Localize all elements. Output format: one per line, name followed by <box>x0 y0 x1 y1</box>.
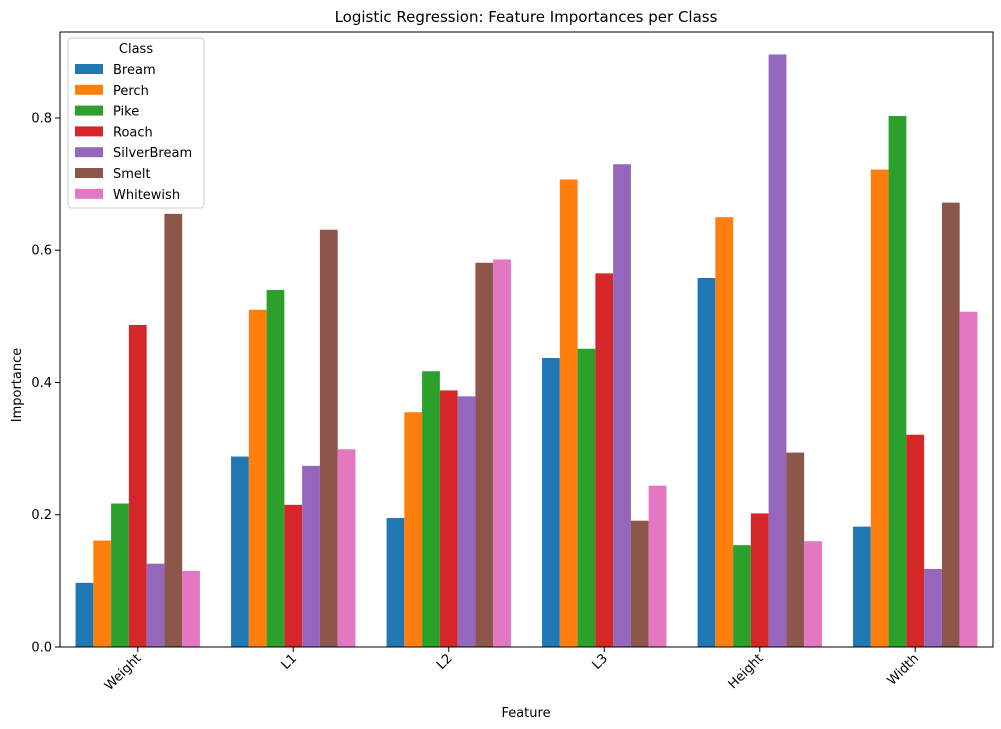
x-tick-label: L3 <box>590 651 612 673</box>
legend-label-whitewish: Whitewish <box>113 188 180 203</box>
bar-silverbream-l1 <box>302 465 320 647</box>
bar-silverbream-height <box>768 54 787 647</box>
x-tick-label: L2 <box>434 651 456 673</box>
bar-roach-weight <box>128 324 147 647</box>
bar-roach-l3 <box>595 273 614 647</box>
bar-whitewish-weight <box>182 570 200 647</box>
legend-swatch-smelt <box>75 168 103 178</box>
bar-smelt-width <box>941 202 960 647</box>
bar-smelt-weight <box>164 213 183 647</box>
bar-silverbream-weight <box>146 563 165 647</box>
y-tick-label: 0.8 <box>31 111 52 126</box>
bar-silverbream-width <box>924 568 942 647</box>
bar-smelt-height <box>786 452 805 647</box>
y-tick-label: 0.2 <box>31 508 52 523</box>
chart-title: Logistic Regression: Feature Importances… <box>335 8 718 26</box>
legend-label-pike: Pike <box>113 105 139 120</box>
legend-label-bream: Bream <box>113 63 156 78</box>
legend-label-silverbream: SilverBream <box>113 146 192 161</box>
bar-perch-height <box>715 217 734 647</box>
bar-whitewish-l3 <box>648 485 667 647</box>
bar-whitewish-l2 <box>493 259 511 647</box>
bar-silverbream-l3 <box>613 164 631 648</box>
bar-pike-l2 <box>422 371 440 647</box>
bar-bream-height <box>697 278 716 647</box>
bar-smelt-l2 <box>475 262 494 647</box>
y-tick-label: 0.4 <box>31 376 52 391</box>
legend-swatch-perch <box>75 84 103 95</box>
y-tick-label: 0.6 <box>31 244 52 259</box>
bar-smelt-l1 <box>319 229 338 647</box>
bar-whitewish-width <box>959 311 978 647</box>
bar-perch-l2 <box>404 412 423 647</box>
bar-pike-width <box>888 115 907 647</box>
bar-roach-l2 <box>439 390 458 647</box>
legend-box <box>67 37 205 209</box>
legend-label-roach: Roach <box>113 125 153 140</box>
bar-pike-height <box>733 545 751 647</box>
x-tick-label: Height <box>726 651 767 692</box>
legend-label-perch: Perch <box>113 84 149 99</box>
x-tick-label: L1 <box>279 651 301 673</box>
bar-bream-width <box>853 526 871 647</box>
bar-silverbream-l2 <box>457 396 476 647</box>
bars-group <box>75 54 978 648</box>
y-tick-label: 0.0 <box>31 641 52 656</box>
legend-label-smelt: Smelt <box>113 167 151 182</box>
bar-bream-l1 <box>231 456 249 647</box>
bar-bream-l2 <box>386 518 405 647</box>
legend-swatch-bream <box>75 64 103 74</box>
legend-swatch-roach <box>75 126 103 137</box>
bar-pike-l3 <box>577 348 596 647</box>
legend-swatch-pike <box>75 105 103 116</box>
bar-roach-width <box>906 434 925 647</box>
bar-smelt-l3 <box>630 520 649 647</box>
bar-perch-l1 <box>248 309 267 647</box>
bar-pike-l1 <box>266 289 285 647</box>
bar-perch-width <box>870 169 889 647</box>
bar-roach-l1 <box>284 504 303 647</box>
legend-swatch-whitewish <box>75 188 103 199</box>
bar-perch-l3 <box>559 179 578 647</box>
x-tick-label: Weight <box>102 651 145 694</box>
bar-roach-height <box>750 513 769 647</box>
x-axis-label: Feature <box>501 706 550 721</box>
bar-whitewish-height <box>804 541 822 647</box>
legend-swatch-silverbream <box>75 147 103 158</box>
bar-pike-weight <box>111 503 129 647</box>
bar-whitewish-l1 <box>337 449 356 647</box>
legend-title: Class <box>119 42 153 57</box>
x-tick-label: Width <box>885 651 922 688</box>
plot-frame <box>59 31 994 648</box>
bar-perch-weight <box>93 540 112 647</box>
y-axis-label: Importance <box>10 348 25 423</box>
legend: Class Bream Perch Pike Roach SilverBream Smelt… <box>67 37 205 209</box>
bar-bream-weight <box>75 582 94 647</box>
bar-bream-l3 <box>542 358 560 647</box>
